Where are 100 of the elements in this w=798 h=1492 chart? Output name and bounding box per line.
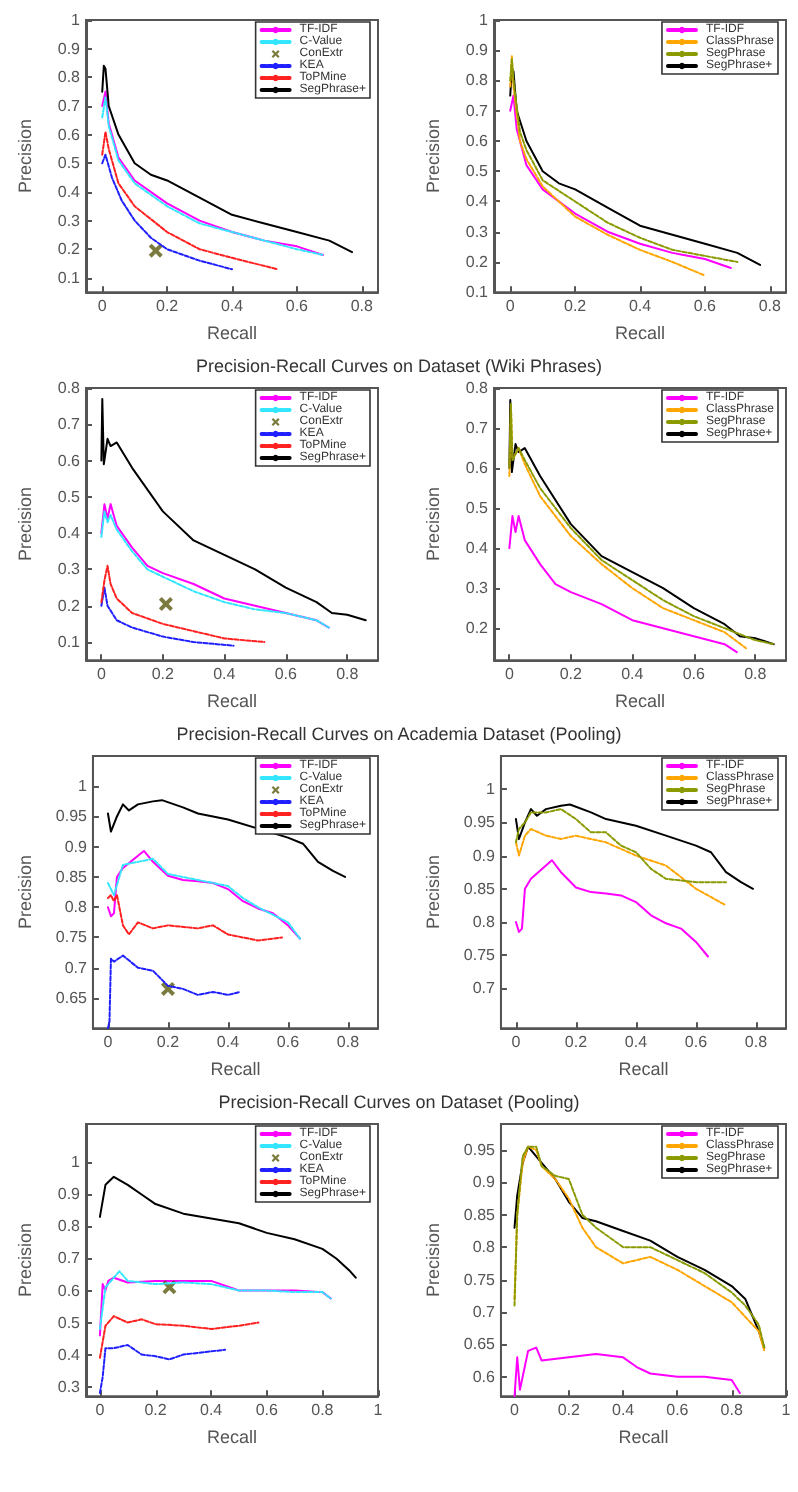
y-tick-label: 0.75 bbox=[55, 928, 89, 947]
y-tick-label: 1 bbox=[71, 1153, 82, 1172]
x-axis-title: Recall bbox=[206, 691, 258, 711]
x-tick-label: 0.4 bbox=[624, 1033, 649, 1052]
y-tick-label: 0.5 bbox=[465, 499, 490, 518]
y-tick-label: 0.5 bbox=[57, 154, 82, 173]
x-tick-label: 0.6 bbox=[255, 1401, 279, 1420]
x-tick-label: 0.6 bbox=[285, 297, 310, 316]
y-tick-label: 0.7 bbox=[64, 958, 89, 977]
y-tick-label: 0.2 bbox=[465, 619, 490, 638]
line-series bbox=[106, 894, 283, 942]
line-series bbox=[100, 397, 367, 622]
line-series bbox=[100, 586, 235, 647]
x-tick-label: 0 bbox=[96, 665, 107, 684]
y-tick-label: 0.8 bbox=[465, 379, 490, 397]
y-tick-label: 0.1 bbox=[465, 283, 490, 302]
x-tick-label: 0.8 bbox=[350, 297, 374, 316]
x-tick-label: 0.4 bbox=[628, 297, 653, 316]
y-tick-label: 0.7 bbox=[57, 1249, 82, 1268]
x-axis-title: Recall bbox=[206, 1427, 258, 1447]
chart-title: Precision-Recall Curves on Dataset (Pooling) bbox=[216, 1090, 582, 1116]
y-tick-label: 1 bbox=[71, 11, 82, 29]
x-tick-label: 0.2 bbox=[155, 297, 180, 316]
x-tick-label: 0.4 bbox=[213, 665, 237, 684]
y-tick-label: 0.2 bbox=[57, 240, 82, 259]
y-axis-title: Precision bbox=[15, 119, 35, 194]
y-tick-label: 0.95 bbox=[55, 807, 89, 826]
x-tick-label: 1 bbox=[373, 1401, 384, 1420]
y-tick-label: 0.95 bbox=[463, 813, 497, 832]
y-tick-label: 0.6 bbox=[57, 1281, 82, 1300]
y-axis-title: Precision bbox=[15, 855, 35, 930]
y-tick-label: 0.7 bbox=[472, 979, 497, 998]
x-tick-label: 0 bbox=[103, 1033, 114, 1052]
x-tick-label: 0 bbox=[504, 665, 515, 684]
x-tick-label: 1 bbox=[781, 1401, 792, 1420]
chart-title: Precision-Recall Curves on Dataset (Wiki Phrases) bbox=[193, 354, 605, 380]
y-tick-label: 1 bbox=[479, 11, 490, 29]
line-series bbox=[508, 515, 738, 654]
x-tick-label: 0.4 bbox=[216, 1033, 241, 1052]
y-tick-label: 0.95 bbox=[463, 1140, 497, 1159]
line-series bbox=[106, 954, 241, 1030]
line-series bbox=[513, 1346, 741, 1398]
y-tick-label: 0.2 bbox=[465, 252, 490, 271]
y-tick-label: 0.8 bbox=[57, 1217, 82, 1236]
y-tick-label: 0.1 bbox=[57, 633, 82, 652]
y-tick-label: 0.4 bbox=[465, 192, 490, 211]
y-tick-label: 0.4 bbox=[465, 539, 490, 558]
x-tick-label: 0.2 bbox=[156, 1033, 181, 1052]
y-tick-label: 0.8 bbox=[472, 1238, 497, 1257]
x-tick-label: 0.6 bbox=[684, 1033, 709, 1052]
x-axis-title: Recall bbox=[206, 323, 258, 343]
y-tick-label: 0.1 bbox=[57, 268, 82, 287]
y-tick-label: 0.3 bbox=[465, 579, 490, 598]
x-axis-title: Recall bbox=[614, 323, 666, 343]
line-series bbox=[98, 1315, 260, 1359]
x-tick-label: 0.8 bbox=[744, 665, 768, 684]
y-tick-label: 0.3 bbox=[465, 222, 490, 241]
x-tick-label: 0 bbox=[511, 1033, 522, 1052]
y-tick-label: 0.8 bbox=[57, 68, 82, 87]
x-tick-label: 0 bbox=[510, 1401, 521, 1420]
x-tick-label: 0.8 bbox=[311, 1401, 335, 1420]
line-series bbox=[98, 1343, 227, 1394]
y-tick-label: 0.8 bbox=[465, 71, 490, 90]
y-axis-title: Precision bbox=[15, 487, 35, 562]
y-tick-label: 0.8 bbox=[57, 379, 82, 397]
x-tick-label: 0.8 bbox=[336, 665, 360, 684]
x-tick-label: 0.2 bbox=[557, 1401, 582, 1420]
y-tick-label: 0.9 bbox=[472, 846, 497, 865]
x-tick-label: 0.6 bbox=[693, 297, 718, 316]
chart-title: Precision-Recall Curves on Academia Dataset (Pooling) bbox=[174, 722, 624, 748]
x-tick-label: 0.2 bbox=[564, 1033, 589, 1052]
y-tick-label: 0.6 bbox=[465, 459, 490, 478]
y-tick-label: 0.9 bbox=[57, 1185, 82, 1204]
y-tick-label: 1 bbox=[486, 780, 497, 799]
y-tick-label: 0.65 bbox=[55, 988, 89, 1007]
y-axis-title: Precision bbox=[15, 1223, 35, 1298]
x-tick-label: 0 bbox=[95, 1401, 106, 1420]
line-series bbox=[101, 130, 279, 271]
x-tick-label: 0 bbox=[505, 297, 516, 316]
x-tick-label: 0.2 bbox=[563, 297, 588, 316]
y-tick-label: 0.85 bbox=[463, 879, 497, 898]
line-series bbox=[514, 859, 709, 958]
y-tick-label: 0.2 bbox=[57, 596, 82, 615]
x-axis-title: Recall bbox=[210, 1059, 261, 1079]
y-tick-label: 0.75 bbox=[463, 1270, 497, 1289]
y-tick-label: 0.6 bbox=[57, 451, 82, 470]
x-tick-label: 0.6 bbox=[682, 665, 707, 684]
y-tick-label: 0.5 bbox=[57, 1313, 82, 1332]
y-axis-title: Precision bbox=[423, 487, 443, 562]
y-tick-label: 0.75 bbox=[463, 946, 497, 965]
y-tick-label: 0.4 bbox=[57, 524, 82, 543]
y-tick-label: 0.5 bbox=[57, 487, 82, 506]
y-tick-label: 0.9 bbox=[472, 1173, 497, 1192]
y-tick-label: 0.6 bbox=[57, 125, 82, 144]
x-tick-label: 0.4 bbox=[220, 297, 245, 316]
y-tick-label: 0.3 bbox=[57, 560, 82, 579]
x-tick-label: 0.8 bbox=[336, 1033, 361, 1052]
y-axis-title: Precision bbox=[423, 119, 443, 194]
line-series bbox=[509, 55, 706, 277]
line-series bbox=[514, 808, 727, 884]
